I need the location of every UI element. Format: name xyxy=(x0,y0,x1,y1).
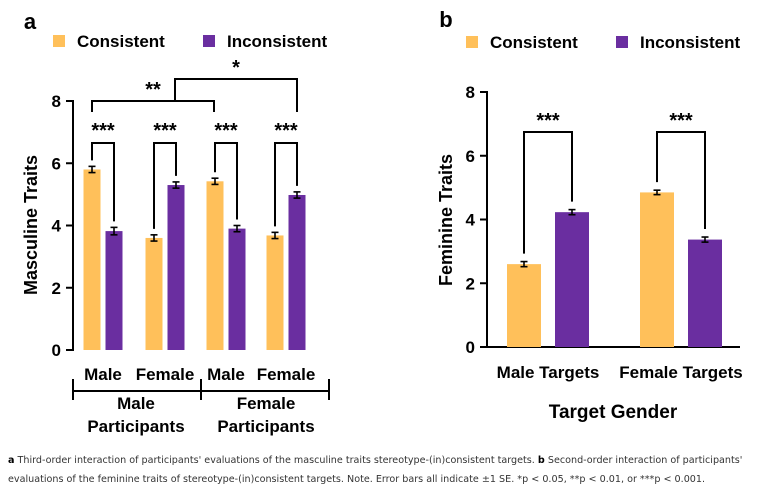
panel-a-y-tick-label-1: 2 xyxy=(52,279,61,298)
panel-b-sig-bracket-1 xyxy=(656,131,706,230)
caption-label-b: b xyxy=(537,455,545,466)
panel-b-y-tick-label-0: 0 xyxy=(466,338,475,357)
caption-text-a: Third-order interaction of participants'… xyxy=(17,455,535,466)
panel-a-legend-swatch-0 xyxy=(53,35,65,47)
panel-a-sig-bracket-1 xyxy=(153,142,177,229)
panel-a-bar-1-1 xyxy=(167,185,185,350)
panel-a-group-label-0-line2: Participants xyxy=(87,417,184,436)
panel-b-x-tick-label-1: Female Targets xyxy=(619,363,742,382)
panel-a-legend-swatch-1 xyxy=(203,35,215,47)
panel-a-x-tick-label-3: Female xyxy=(257,365,316,384)
panel-a-sig-bracket-4 xyxy=(91,100,215,112)
panel-b-bar-0-1 xyxy=(640,192,674,347)
panel-a-x-tick-label-2: Male xyxy=(207,365,245,384)
panel-b-legend-swatch-0 xyxy=(466,36,478,48)
caption-label-a: a xyxy=(8,455,15,466)
panel-a-x-tick-label-1: Female xyxy=(136,365,195,384)
panel-b-y-tick-label-2: 4 xyxy=(466,211,476,230)
panel-b-bar-1-0 xyxy=(555,212,589,347)
panel-a-sig-label-2: *** xyxy=(214,120,238,142)
panel-a-sig-bracket-0 xyxy=(91,142,115,222)
panel-a-y-label: Masculine Traits xyxy=(21,155,41,295)
panel-a-group-label-1-line1: Female xyxy=(237,394,296,413)
panel-b-bar-0-0 xyxy=(507,264,541,347)
panel-a-y-tick-label-2: 4 xyxy=(52,217,62,236)
panel-b-y-tick-label-3: 6 xyxy=(466,147,475,166)
panel-a-bar-0-1 xyxy=(145,237,163,350)
panel-b-x-tick-label-0: Male Targets xyxy=(497,363,600,382)
panel-b-sig-label-0: *** xyxy=(536,110,560,132)
panel-a-sig-bracket-5 xyxy=(174,78,298,112)
panel-a-legend-label-1: Inconsistent xyxy=(227,32,327,51)
panel-b-legend-label-0: Consistent xyxy=(490,33,578,52)
panel-a-sig-bracket-2 xyxy=(214,142,238,220)
panel-a-bar-0-0 xyxy=(83,169,101,350)
panel-a-y-tick-label-0: 0 xyxy=(52,341,61,360)
panel-a-group-label-0-line1: Male xyxy=(117,394,155,413)
panel-a-bar-0-3 xyxy=(266,235,284,350)
panel-b-sig-bracket-0 xyxy=(523,131,573,254)
panel-a-bar-1-3 xyxy=(288,194,306,350)
caption-text-b: Second-order interaction of participants… xyxy=(8,455,743,485)
panel-a-y-tick-label-4: 8 xyxy=(52,92,61,111)
panel-a-sig-bracket-3 xyxy=(274,142,298,227)
figure: a Consistent Inconsistent 0 2 4 6 8 Masculine Tr… xyxy=(21,7,743,436)
panel-b-bar-1-1 xyxy=(688,239,722,347)
panel-a-bar-1-2 xyxy=(228,228,246,350)
panel-b-label: b xyxy=(439,7,452,32)
panel-a-x-tick-label-0: Male xyxy=(84,365,122,384)
panel-a-group-label-1-line2: Participants xyxy=(217,417,314,436)
figure-caption: a Third-order interaction of participant… xyxy=(8,451,768,489)
panel-b-y-tick-label-1: 2 xyxy=(466,274,475,293)
panel-b-legend-label-1: Inconsistent xyxy=(640,33,740,52)
panel-a-bar-0-2 xyxy=(206,181,224,350)
panel-b-y-tick-label-4: 8 xyxy=(466,83,475,102)
panel-a-sig-label-3: *** xyxy=(274,120,298,142)
panel-a-sig-label-4: ** xyxy=(145,79,161,101)
panel-b-legend-swatch-1 xyxy=(616,36,628,48)
panel-a-legend-label-0: Consistent xyxy=(77,32,165,51)
panel-a-bar-1-0 xyxy=(105,231,123,350)
panel-b-y-label: Feminine Traits xyxy=(436,154,456,286)
panel-a-sig-label-1: *** xyxy=(153,120,177,142)
panel-a-sig-label-0: *** xyxy=(91,120,115,142)
panel-a-label: a xyxy=(24,9,37,34)
panel-a-y-tick-label-3: 6 xyxy=(52,154,61,173)
panel-b-x-label: Target Gender xyxy=(549,402,678,423)
panel-b-sig-label-1: *** xyxy=(669,110,693,132)
panel-a-sig-label-5: * xyxy=(232,57,240,79)
